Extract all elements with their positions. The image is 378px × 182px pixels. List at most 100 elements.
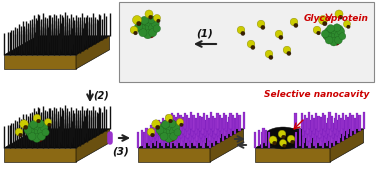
Polygon shape xyxy=(303,127,305,143)
Polygon shape xyxy=(328,112,331,129)
Circle shape xyxy=(261,25,265,29)
Polygon shape xyxy=(318,123,321,138)
Circle shape xyxy=(162,131,168,137)
Polygon shape xyxy=(176,124,178,141)
Polygon shape xyxy=(254,132,256,148)
Polygon shape xyxy=(175,117,177,134)
Circle shape xyxy=(317,31,321,35)
Circle shape xyxy=(141,27,147,33)
Polygon shape xyxy=(216,112,218,129)
Circle shape xyxy=(24,126,32,134)
Polygon shape xyxy=(301,113,303,129)
Circle shape xyxy=(130,26,138,34)
Polygon shape xyxy=(345,115,347,131)
Circle shape xyxy=(147,15,155,24)
Polygon shape xyxy=(208,118,210,134)
Circle shape xyxy=(347,25,350,29)
Circle shape xyxy=(177,118,183,126)
Polygon shape xyxy=(268,132,270,148)
Polygon shape xyxy=(206,123,208,138)
Circle shape xyxy=(151,19,159,28)
Polygon shape xyxy=(206,130,209,146)
Polygon shape xyxy=(212,116,214,131)
Circle shape xyxy=(158,128,167,137)
Circle shape xyxy=(319,15,327,25)
Polygon shape xyxy=(169,118,171,134)
Polygon shape xyxy=(163,125,165,141)
Polygon shape xyxy=(330,127,333,143)
Circle shape xyxy=(283,144,286,148)
Circle shape xyxy=(173,126,179,131)
Circle shape xyxy=(136,21,141,26)
Circle shape xyxy=(170,127,179,136)
Polygon shape xyxy=(356,113,358,129)
Circle shape xyxy=(165,127,176,138)
Circle shape xyxy=(144,30,150,37)
Circle shape xyxy=(162,129,171,139)
Polygon shape xyxy=(178,120,180,136)
Polygon shape xyxy=(321,125,323,141)
Circle shape xyxy=(165,134,171,140)
Circle shape xyxy=(139,22,145,27)
Polygon shape xyxy=(198,127,200,143)
Polygon shape xyxy=(332,123,334,138)
Polygon shape xyxy=(322,132,324,148)
Polygon shape xyxy=(145,128,147,143)
Circle shape xyxy=(137,26,143,31)
Polygon shape xyxy=(170,113,173,129)
Circle shape xyxy=(147,128,155,136)
Polygon shape xyxy=(335,125,337,141)
Polygon shape xyxy=(215,125,217,141)
Circle shape xyxy=(279,35,283,39)
Polygon shape xyxy=(177,113,179,129)
Polygon shape xyxy=(187,130,189,146)
Circle shape xyxy=(29,131,36,137)
Polygon shape xyxy=(184,120,186,136)
Circle shape xyxy=(168,120,176,128)
Polygon shape xyxy=(243,112,245,129)
Circle shape xyxy=(331,31,338,38)
Circle shape xyxy=(323,32,332,41)
Polygon shape xyxy=(154,130,156,146)
Circle shape xyxy=(269,55,273,60)
Polygon shape xyxy=(230,120,232,136)
Circle shape xyxy=(327,25,335,32)
Circle shape xyxy=(133,31,138,35)
Polygon shape xyxy=(4,129,110,148)
Circle shape xyxy=(247,40,255,48)
Circle shape xyxy=(30,122,42,133)
Circle shape xyxy=(251,45,255,50)
Polygon shape xyxy=(352,116,354,131)
Polygon shape xyxy=(262,128,265,143)
Polygon shape xyxy=(202,125,204,141)
Circle shape xyxy=(39,130,46,136)
Polygon shape xyxy=(200,123,202,138)
Polygon shape xyxy=(217,120,219,136)
Circle shape xyxy=(294,23,298,27)
Polygon shape xyxy=(119,2,374,82)
Polygon shape xyxy=(334,118,336,134)
Polygon shape xyxy=(261,132,263,148)
Circle shape xyxy=(282,135,285,139)
Polygon shape xyxy=(350,120,352,136)
Circle shape xyxy=(337,28,345,35)
Circle shape xyxy=(330,38,336,44)
Circle shape xyxy=(150,133,155,137)
Polygon shape xyxy=(191,120,193,136)
Polygon shape xyxy=(209,132,211,148)
Polygon shape xyxy=(313,118,315,134)
Polygon shape xyxy=(313,130,315,146)
Polygon shape xyxy=(349,113,351,129)
Circle shape xyxy=(169,121,179,131)
Polygon shape xyxy=(358,115,361,131)
Polygon shape xyxy=(302,132,304,148)
Circle shape xyxy=(265,50,273,58)
Polygon shape xyxy=(195,125,198,141)
Circle shape xyxy=(143,30,152,39)
Polygon shape xyxy=(314,125,316,141)
Polygon shape xyxy=(189,124,191,141)
Polygon shape xyxy=(258,130,260,146)
Circle shape xyxy=(37,132,46,140)
Polygon shape xyxy=(4,36,110,55)
Polygon shape xyxy=(4,148,76,162)
